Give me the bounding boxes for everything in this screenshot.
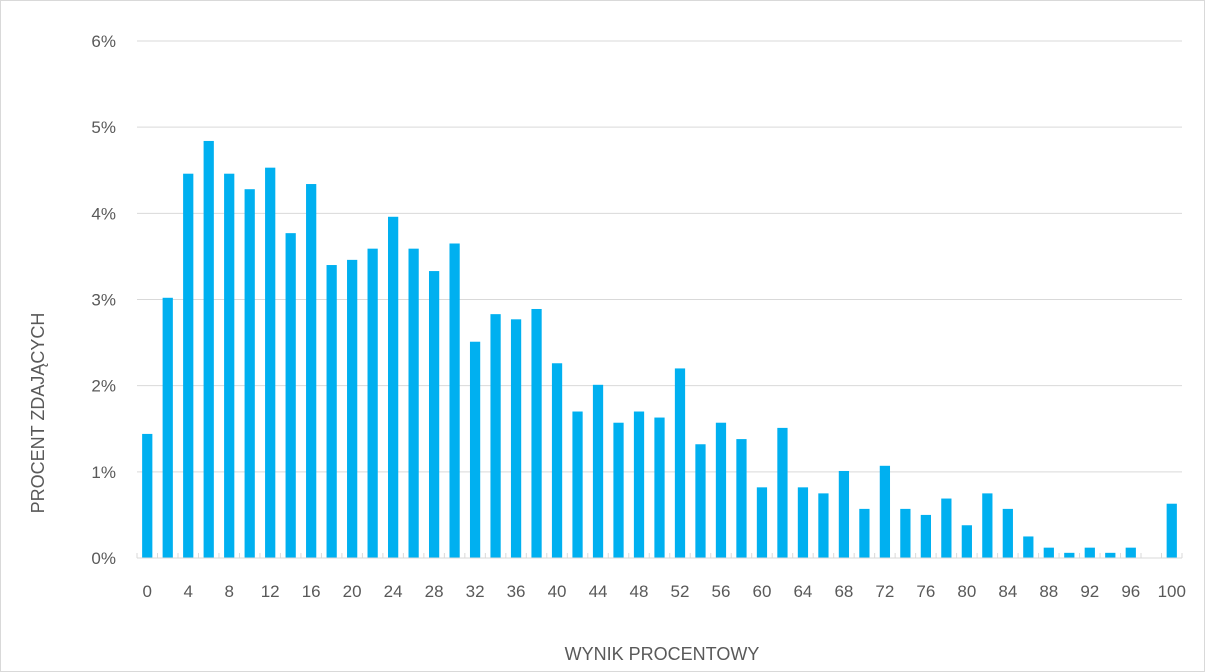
x-tick-label: 64 [793, 582, 812, 601]
bar [551, 363, 563, 558]
bar [326, 265, 337, 558]
x-tick-label: 8 [224, 582, 233, 601]
x-tick-label: 44 [589, 582, 608, 601]
x-tick-label: 100 [1158, 582, 1186, 601]
y-tick-label: 0% [91, 549, 116, 568]
x-axis-minor-ticks [136, 553, 1183, 558]
x-tick-label: 92 [1080, 582, 1099, 601]
x-tick-label: 88 [1039, 582, 1058, 601]
bar [1084, 547, 1095, 558]
x-tick-label: 24 [384, 582, 403, 601]
bar [695, 444, 706, 558]
x-tick-label: 76 [916, 582, 935, 601]
y-axis-tick-labels: 0% 1% 2% 3% 4% 5% 6% [91, 32, 116, 568]
bar [449, 243, 460, 558]
bar [961, 525, 972, 558]
bar [982, 493, 993, 558]
bar [838, 470, 850, 558]
bar [1023, 536, 1034, 558]
bar [920, 514, 931, 558]
bar [654, 417, 665, 558]
bar [428, 271, 440, 558]
x-axis-title: WYNIK PROCENTOWY [565, 644, 760, 664]
bar [777, 427, 788, 558]
x-tick-label: 60 [752, 582, 771, 601]
y-tick-label: 5% [91, 118, 116, 137]
bar [469, 341, 481, 558]
y-tick-label: 3% [91, 291, 116, 310]
x-tick-label: 28 [425, 582, 444, 601]
bar [797, 487, 809, 558]
x-axis-tick-labels: 0 4 8 12 16 20 24 28 32 36 40 44 48 52 56 60 64 68 72 76 80 8… [143, 582, 1186, 601]
y-axis-title: PROCENT ZDAJĄCYCH [28, 313, 48, 514]
bar [592, 384, 604, 558]
bar [941, 498, 952, 558]
bar [490, 314, 501, 558]
x-tick-label: 68 [834, 582, 853, 601]
bar [674, 368, 686, 558]
bar [265, 167, 276, 559]
bars [142, 140, 1177, 559]
bar [183, 173, 194, 559]
bar [633, 411, 645, 558]
bar [388, 216, 399, 558]
x-tick-label: 4 [183, 582, 192, 601]
bar [572, 411, 583, 558]
x-tick-label: 52 [671, 582, 690, 601]
bar [879, 465, 891, 558]
bar [859, 508, 870, 558]
x-tick-label: 72 [875, 582, 894, 601]
bar [715, 422, 727, 558]
bar [224, 173, 235, 559]
x-tick-label: 48 [630, 582, 649, 601]
x-tick-label: 56 [712, 582, 731, 601]
bar [1064, 552, 1075, 558]
y-tick-label: 6% [91, 32, 116, 51]
bar [818, 493, 829, 558]
bar [531, 308, 542, 558]
y-tick-label: 1% [91, 463, 116, 482]
bar [900, 508, 911, 558]
x-tick-label: 36 [507, 582, 526, 601]
bar [1002, 508, 1013, 558]
x-tick-label: 16 [302, 582, 321, 601]
x-tick-label: 84 [998, 582, 1017, 601]
x-tick-label: 32 [466, 582, 485, 601]
bar [1105, 552, 1116, 558]
bar [510, 319, 522, 558]
bar [756, 487, 768, 558]
x-tick-label: 80 [957, 582, 976, 601]
x-tick-label: 12 [261, 582, 280, 601]
x-tick-label: 40 [548, 582, 567, 601]
bar [285, 233, 296, 558]
y-tick-label: 4% [91, 204, 116, 223]
y-tick-label: 2% [91, 377, 116, 396]
bar [203, 140, 214, 558]
bar [736, 439, 747, 558]
bar [1166, 503, 1177, 558]
bar [1043, 547, 1054, 558]
bar [347, 259, 358, 558]
x-tick-label: 0 [143, 582, 152, 601]
bar [408, 248, 419, 558]
x-tick-label: 20 [343, 582, 362, 601]
bar [1125, 547, 1136, 558]
bar [142, 433, 153, 558]
bar [244, 189, 255, 558]
bar [306, 184, 317, 558]
bar [162, 297, 173, 558]
bar [367, 248, 378, 558]
x-tick-label: 96 [1121, 582, 1140, 601]
bar [613, 422, 624, 558]
